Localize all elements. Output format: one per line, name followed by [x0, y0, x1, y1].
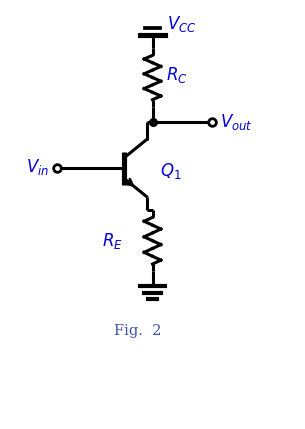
Text: $\mathit{V}_{out}$: $\mathit{V}_{out}$	[220, 112, 253, 132]
Text: $\mathit{V}_{in}$: $\mathit{V}_{in}$	[26, 157, 49, 177]
Text: $\mathit{R}_C$: $\mathit{R}_C$	[166, 64, 188, 85]
Text: $\mathit{Q}_1$: $\mathit{Q}_1$	[160, 161, 181, 181]
Text: Fig.  2: Fig. 2	[114, 324, 161, 338]
Text: $\mathit{R}_E$: $\mathit{R}_E$	[102, 231, 123, 251]
Text: $\mathit{V}_{CC}$: $\mathit{V}_{CC}$	[167, 14, 197, 34]
